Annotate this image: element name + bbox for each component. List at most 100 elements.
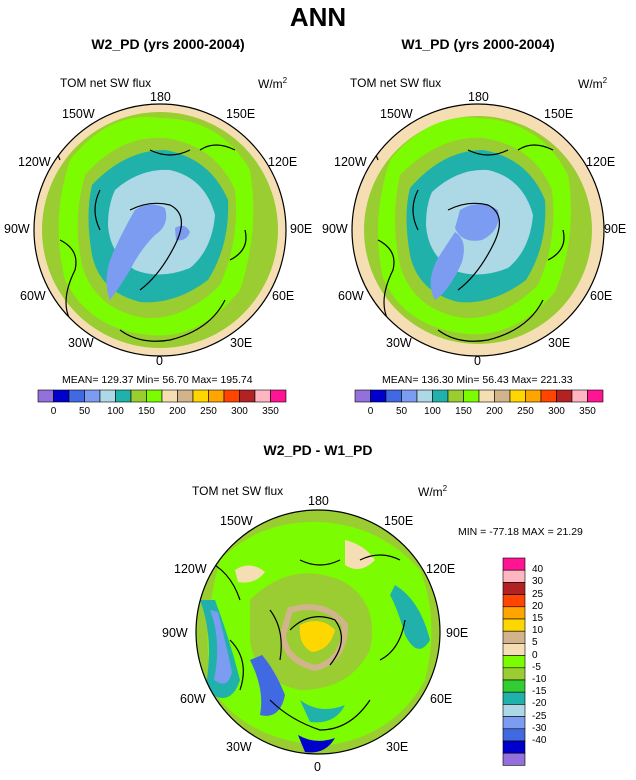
lon-label-60e: 60E [430,692,453,706]
colorbar-swatch [223,389,240,403]
colorbar-label: 150 [138,406,155,417]
colorbar-swatch [432,389,449,403]
colorbar-swatch [540,389,557,403]
lon-label-60e: 60E [590,289,613,303]
colorbar-swatch [502,740,526,754]
lon-label-30e: 30E [230,336,253,350]
lon-label-180: 180 [150,90,171,104]
colorbar-label: 25 [532,588,544,600]
lon-label-30w: 30W [68,336,94,350]
colorbar-label: 40 [532,564,544,576]
colorbar-swatch [502,606,526,620]
lon-label-60w: 60W [20,289,46,303]
lon-label-150e: 150E [384,514,414,528]
colorbar-swatch [177,389,194,403]
colorbar-label: -25 [532,710,547,722]
colorbar-label: -15 [532,686,547,698]
lon-label-90w: 90W [162,626,188,640]
lon-label-150e: 150E [544,107,574,121]
colorbar-swatch [502,618,526,632]
stats-w2: MEAN= 129.37 Min= 56.70 Max= 195.74 [62,374,253,386]
colorbar-label: 15 [532,613,544,624]
colorbar-swatch [447,389,464,403]
colorbar-label: 100 [424,406,441,417]
colorbar-swatch [37,389,54,403]
lon-label-90w: 90W [4,222,30,236]
colorbar-swatch [502,557,526,571]
colorbar-swatch [146,389,163,403]
colorbar-swatch [502,582,526,595]
colorbar-swatch [502,643,526,656]
colorbar-swatch [478,389,495,403]
units-label-diff: W/m2 [418,484,448,499]
colorbar-swatch [502,655,526,669]
colorbar-label: -5 [532,661,541,673]
colorbar-swatch [502,569,526,583]
lon-label-120e: 120E [268,155,298,169]
colorbar-swatch [502,691,526,705]
colorbar-swatch [502,630,526,644]
colorbar-swatch [115,389,132,403]
colorbar-swatch [571,389,588,403]
colorbar-label: 350 [579,406,596,417]
lon-label-0: 0 [314,760,321,774]
colorbar-swatch [509,389,526,403]
panel-title-w1: W1_PD (yrs 2000-2004) [401,36,555,52]
colorbar-w2 [37,389,287,403]
colorbar-label: -30 [532,722,547,734]
lon-label-150w: 150W [220,514,253,528]
colorbar-swatch [192,389,209,403]
colorbar-swatch [494,389,511,403]
colorbar-label: 250 [200,406,217,417]
figure-title: ANN [289,2,347,32]
colorbar-label: 0 [367,406,374,417]
colorbar-swatch [502,667,526,681]
colorbar-swatch [502,704,526,717]
lon-label-120w: 120W [334,155,367,169]
colorbar-swatch [130,389,147,403]
colorbar-swatch [556,389,573,403]
colorbar-swatch [208,389,225,403]
colorbar-label: 250 [517,406,534,417]
colorbar-swatch [587,389,604,403]
colorbar-label: 200 [486,406,503,417]
colorbar-swatch [239,389,256,403]
lon-label-120w: 120W [174,562,207,576]
colorbar-swatch [401,389,418,403]
colorbar-label: 350 [262,406,279,417]
lon-label-60e: 60E [272,289,295,303]
colorbar-label: 50 [78,406,91,417]
lon-label-60w: 60W [180,692,206,706]
lon-label-0: 0 [156,354,163,368]
colorbar-swatch [502,752,526,766]
colorbar-label: 300 [548,406,565,417]
colorbar-label: 0 [532,649,538,661]
colorbar-swatch [161,389,178,403]
variable-label-w1: TOM net SW flux [350,76,442,90]
lon-label-90w: 90W [322,222,348,236]
colorbar-swatch [354,389,371,403]
colorbar-label: 20 [532,600,544,612]
colorbar-swatch [385,389,402,403]
lon-label-150e: 150E [226,107,256,121]
variable-label-diff: TOM net SW flux [192,484,284,498]
colorbar-swatch [463,389,480,403]
colorbar-swatch [502,716,526,730]
stats-w1: MEAN= 136.30 Min= 56.43 Max= 221.33 [382,374,573,386]
colorbar-label: 5 [532,637,538,649]
lon-label-150w: 150W [62,107,95,121]
colorbar-label: 100 [107,406,124,417]
colorbar-diff [502,557,526,766]
lon-label-60w: 60W [338,289,364,303]
colorbar-label: 10 [532,625,544,637]
colorbar-label: 200 [169,406,186,417]
map-w2 [34,104,286,356]
colorbar-w1 [354,389,604,403]
colorbar-label: 150 [455,406,472,417]
lon-label-30e: 30E [386,740,409,754]
lon-label-90e: 90E [604,222,627,236]
colorbar-swatch [370,389,387,403]
lon-label-90e: 90E [446,626,469,640]
lon-label-90e: 90E [290,222,313,236]
colorbar-label: 30 [532,576,544,588]
